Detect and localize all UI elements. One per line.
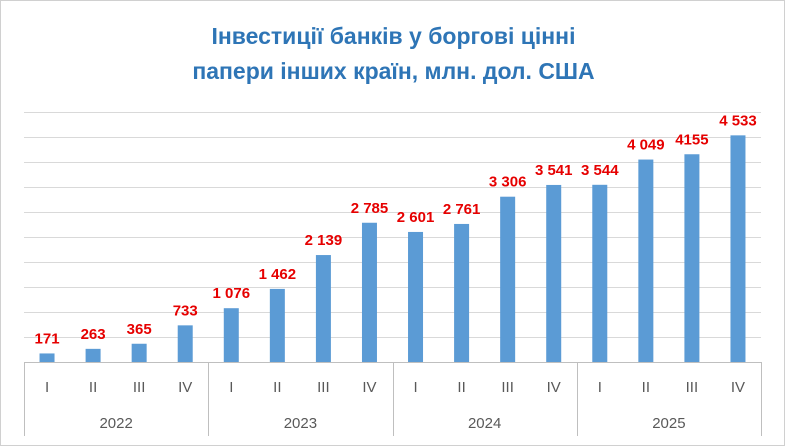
quarter-tick-label: IV [362, 379, 376, 396]
bar [408, 231, 424, 362]
bar [131, 343, 147, 362]
data-label: 2 139 [305, 232, 343, 249]
quarter-tick-label: I [598, 379, 602, 396]
quarter-tick-label: II [89, 379, 97, 396]
data-label: 1 076 [213, 285, 251, 302]
data-label: 2 761 [443, 201, 481, 218]
quarter-tick-label: IV [547, 379, 561, 396]
data-label: 3 544 [581, 162, 619, 179]
bar [269, 288, 285, 362]
year-tick-label: 2022 [99, 415, 132, 432]
quarter-tick-label: III [501, 379, 514, 396]
data-label: 4 533 [719, 112, 757, 129]
data-label: 171 [35, 330, 60, 347]
bars [39, 135, 746, 362]
quarter-tick-label: I [413, 379, 417, 396]
data-label: 263 [81, 326, 106, 343]
data-label: 2 785 [351, 200, 389, 217]
quarter-tick-label: III [317, 379, 330, 396]
bar [684, 154, 700, 362]
data-label: 365 [127, 321, 152, 338]
quarter-tick-label: IV [178, 379, 192, 396]
bar [500, 196, 516, 362]
bar [638, 159, 654, 362]
data-label: 3 541 [535, 162, 573, 179]
year-tick-label: 2023 [284, 415, 317, 432]
quarter-tick-label: II [457, 379, 465, 396]
year-tick-label: 2024 [468, 415, 501, 432]
bar [177, 325, 193, 362]
data-label: 3 306 [489, 174, 527, 191]
bar [592, 184, 608, 362]
data-labels: 171 263 365 733 1 076 1 462 2 139 2 785 2 601 2 7… [35, 112, 757, 347]
bar [546, 184, 562, 362]
bar [223, 308, 239, 362]
bar [85, 348, 101, 362]
quarter-tick-label: I [229, 379, 233, 396]
gridlines [24, 112, 761, 338]
chart-title-line-1: Інвестиції банків у боргові цінні [211, 23, 576, 49]
quarter-tick-label: II [273, 379, 281, 396]
bar [315, 255, 331, 362]
quarter-tick-label: I [45, 379, 49, 396]
data-label: 4155 [675, 131, 708, 148]
quarter-tick-label: III [133, 379, 146, 396]
data-label: 733 [173, 302, 198, 319]
bar [730, 135, 746, 362]
quarter-tick-label: II [642, 379, 650, 396]
bar [39, 353, 55, 362]
year-tick-label: 2025 [652, 415, 685, 432]
bar [361, 222, 377, 362]
data-label: 2 601 [397, 209, 435, 226]
data-label: 1 462 [259, 266, 297, 283]
data-label: 4 049 [627, 137, 665, 154]
chart-title-line-2: папери інших країн, млн. дол. США [192, 58, 595, 84]
quarter-tick-label: IV [731, 379, 745, 396]
bar [454, 223, 470, 362]
chart-title: Інвестиції банків у боргові цінні папери… [1, 19, 785, 89]
quarter-tick-label: III [686, 379, 699, 396]
